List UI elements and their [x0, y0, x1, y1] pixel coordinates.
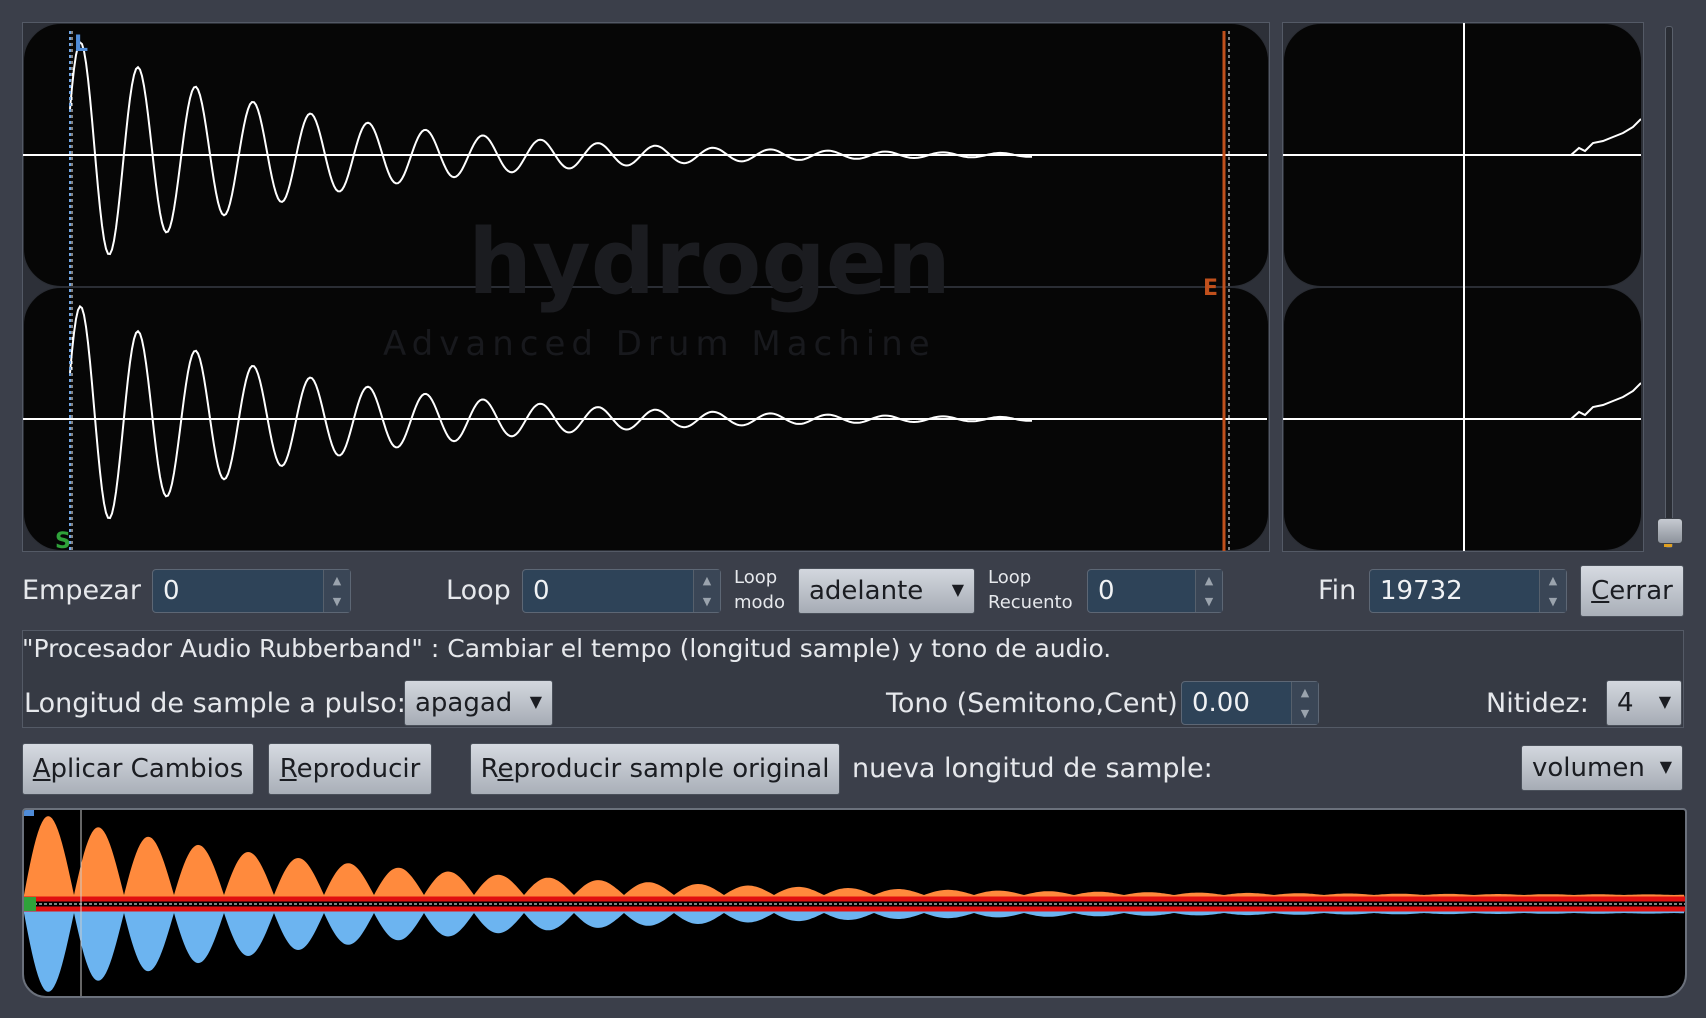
rubberband-group [22, 630, 1684, 728]
sample-length-label: Longitud de sample a pulso: [24, 688, 406, 719]
pitch-label: Tono (Semitono,Cent) [886, 688, 1178, 719]
loop-count-label-line1: Loop [988, 567, 1032, 588]
loop-mode-label-line2: modo [734, 592, 785, 613]
arrow-down-icon[interactable]: ▼ [1204, 595, 1214, 608]
end-label: Fin [1318, 575, 1357, 606]
sample-length-select[interactable]: apagad ▼ [404, 680, 553, 726]
sample-length-value: apagad [415, 688, 513, 718]
start-label: Empezar [22, 575, 141, 606]
start-value: 0 [163, 576, 180, 606]
chevron-down-icon: ▼ [529, 692, 542, 711]
loop-count-label-line2: Recuento [988, 592, 1073, 613]
detail-waveform-overlay [1283, 23, 1641, 551]
target-wave-left [24, 816, 1685, 899]
arrow-down-icon[interactable]: ▼ [1548, 595, 1558, 608]
loop-mode-value: adelante [809, 576, 924, 606]
end-value: 19732 [1380, 576, 1463, 606]
start-spinbox[interactable]: 0 ▲ ▼ [152, 569, 351, 613]
start-marker-label: S [55, 529, 71, 551]
arrow-up-icon[interactable]: ▲ [1300, 686, 1310, 699]
envelope-editor[interactable] [22, 808, 1687, 998]
new-length-label: nueva longitud de sample: [852, 753, 1213, 784]
arrow-up-icon[interactable]: ▲ [702, 574, 712, 587]
loop-count-spinbox[interactable]: 0 ▲ ▼ [1087, 569, 1223, 613]
envelope-mode-select[interactable]: volumen ▼ [1521, 745, 1683, 791]
end-marker-label: E [1203, 276, 1218, 301]
main-waveform-overlay[interactable]: hydrogen Advanced Drum Machine L S E [23, 23, 1267, 551]
close-button[interactable]: Cerrar [1580, 565, 1684, 617]
envelope-point [24, 897, 36, 911]
loop-value: 0 [533, 576, 550, 606]
zoom-slider-indicator [1664, 544, 1672, 547]
loop-spinbox[interactable]: 0 ▲ ▼ [522, 569, 721, 613]
arrow-up-icon[interactable]: ▲ [1204, 574, 1214, 587]
sharpness-select[interactable]: 4 ▼ [1606, 680, 1682, 726]
loop-mode-label-line1: Loop [734, 567, 778, 588]
sharpness-value: 4 [1617, 688, 1634, 718]
pitch-spinbox[interactable]: 0.00 ▲ ▼ [1181, 681, 1319, 725]
watermark-title: hydrogen [468, 210, 951, 315]
envelope-mode-value: volumen [1532, 753, 1645, 783]
detail-trace-right [1570, 382, 1641, 420]
rubberband-description: "Procesador Audio Rubberband" : Cambiar … [22, 634, 1112, 663]
sharpness-label: Nitidez: [1486, 688, 1589, 719]
play-original-sample-button[interactable]: Reproducir sample original [470, 743, 840, 795]
arrow-down-icon[interactable]: ▼ [702, 595, 712, 608]
pitch-value: 0.00 [1192, 688, 1250, 718]
target-wave-right [24, 909, 1685, 992]
arrow-up-icon[interactable]: ▲ [1548, 574, 1558, 587]
waveform-trace-left [69, 40, 1033, 256]
waveform-trace-right [69, 304, 1033, 520]
zoom-slider-track[interactable] [1665, 26, 1673, 548]
end-spinbox[interactable]: 19732 ▲ ▼ [1369, 569, 1567, 613]
apply-changes-button[interactable]: Aplicar Cambios [22, 743, 254, 795]
top-left-marker [24, 810, 34, 816]
chevron-down-icon: ▼ [951, 580, 964, 599]
loop-label: Loop [446, 575, 511, 606]
chevron-down-icon: ▼ [1659, 757, 1672, 776]
loop-count-value: 0 [1098, 576, 1115, 606]
arrow-down-icon[interactable]: ▼ [1300, 707, 1310, 720]
chevron-down-icon: ▼ [1658, 692, 1671, 711]
arrow-down-icon[interactable]: ▼ [332, 595, 342, 608]
arrow-up-icon[interactable]: ▲ [332, 574, 342, 587]
play-button[interactable]: Reproducir [268, 743, 432, 795]
loop-marker-label: L [74, 32, 88, 57]
detail-trace-left [1570, 118, 1641, 156]
zoom-slider-handle[interactable] [1657, 518, 1683, 544]
watermark-subtitle: Advanced Drum Machine [383, 324, 936, 364]
loop-mode-select[interactable]: adelante ▼ [798, 568, 975, 614]
